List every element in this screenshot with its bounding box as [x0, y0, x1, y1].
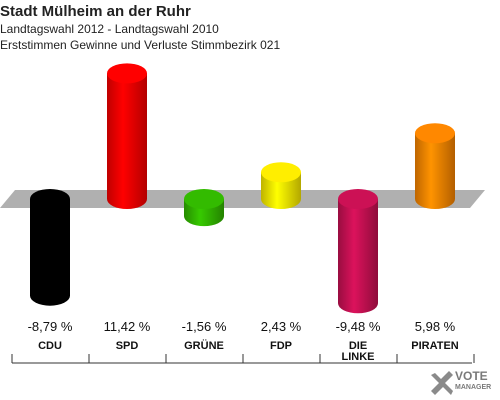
- logo-text-manager: MANAGER: [455, 384, 492, 391]
- bar-body: [415, 133, 455, 209]
- category-label-die-linke: DIE LINKE: [342, 340, 375, 363]
- bar-grüne: [184, 189, 224, 227]
- bar-top: [30, 189, 70, 209]
- value-label-grüne: -1,56 %: [182, 319, 227, 334]
- bar-top: [107, 63, 147, 84]
- category-label-grüne: GRÜNE: [184, 339, 224, 352]
- bar-die-linke: [338, 189, 378, 314]
- bar-body: [30, 199, 70, 306]
- bar-body: [107, 73, 147, 209]
- value-labels-group: -8,79 % 11,42 % -1,56 % 2,43 % -9,48 % 5,98 %: [28, 319, 456, 334]
- value-label-die-linke: -9,48 %: [336, 319, 381, 334]
- chart-subtitle: Landtagswahl 2012 - Landtagswahl 2010: [0, 22, 219, 36]
- category-label-fdp: FDP: [270, 340, 292, 352]
- bar-fdp: [261, 162, 301, 209]
- zero-baseline-band: [0, 190, 485, 208]
- value-label-cdu: -8,79 %: [28, 319, 73, 334]
- category-label-cdu: CDU: [38, 340, 62, 352]
- bar-top: [338, 189, 378, 209]
- bar-top: [415, 123, 455, 144]
- bar-body: [261, 172, 301, 209]
- category-axis: [11, 354, 475, 364]
- vote-manager-logo: VOTE MANAGER: [428, 366, 500, 400]
- bar-top: [261, 162, 301, 183]
- value-label-fdp: 2,43 %: [261, 319, 302, 334]
- category-labels-group: CDU SPD GRÜNE FDP DIE LINKE PIRATEN: [38, 339, 459, 363]
- bar-piraten: [415, 123, 455, 209]
- bar-cdu: [30, 189, 70, 306]
- logo-text-vote: VOTE: [455, 369, 488, 383]
- bar-top: [184, 189, 224, 209]
- chart-description: Erststimmen Gewinne und Verluste Stimmbe…: [0, 38, 281, 52]
- category-label-piraten: PIRATEN: [411, 340, 459, 352]
- checkmark-x-icon: [431, 371, 453, 395]
- bars-group: [30, 63, 455, 314]
- value-label-spd: 11,42 %: [104, 319, 151, 334]
- bar-body: [338, 199, 378, 314]
- value-label-piraten: 5,98 %: [415, 319, 456, 334]
- chart-title: Stadt Mülheim an der Ruhr: [0, 3, 191, 20]
- bar-spd: [107, 63, 147, 209]
- category-label-spd: SPD: [116, 340, 139, 352]
